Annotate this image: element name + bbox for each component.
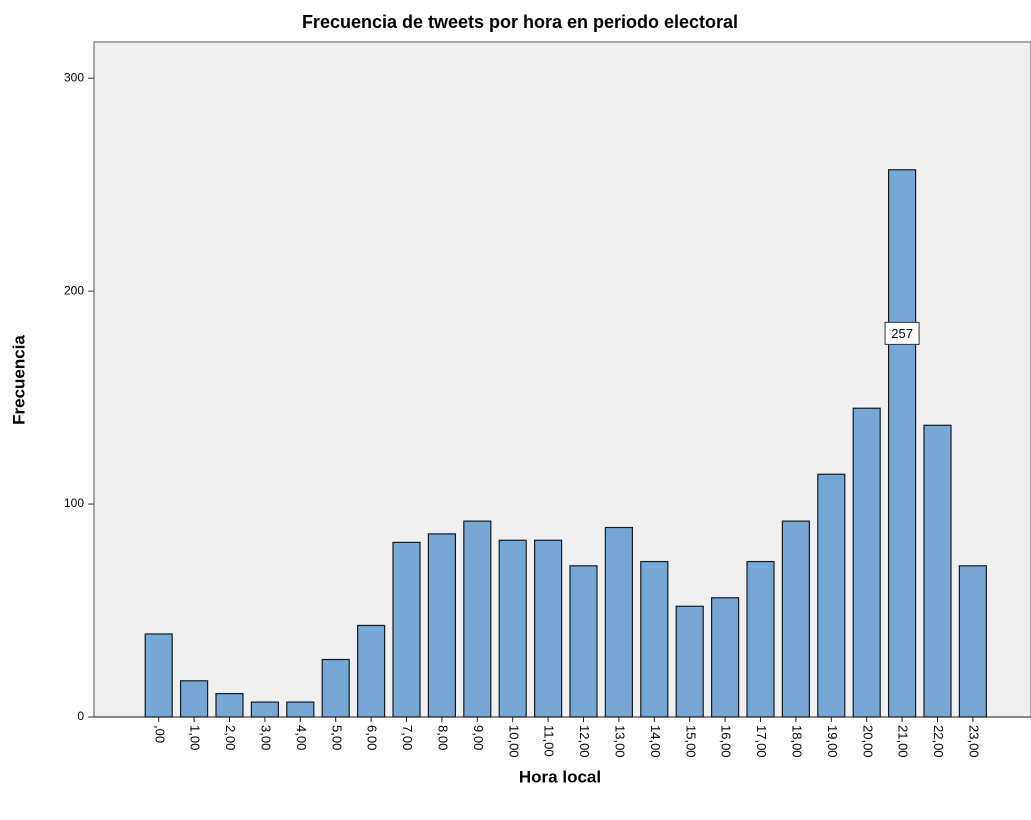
value-label-box [884,321,920,345]
x-tick-label: ,00 [152,725,167,743]
x-tick-label: 2,00 [223,725,238,750]
bar [887,169,917,718]
x-tick-label: 12,00 [577,725,592,758]
x-tick-label: 15,00 [683,725,698,758]
bar [746,560,775,718]
x-tick-label: 21,00 [896,725,911,758]
chart-title: Frecuencia de tweets por hora en periodo… [302,12,738,32]
x-tick-label: 23,00 [966,725,981,758]
bar [215,692,244,718]
x-tick-label: 8,00 [435,725,450,750]
bar [144,633,173,718]
x-tick-label: 16,00 [719,725,734,758]
y-axis-label: Frecuencia [9,335,28,425]
value-label: 257 [891,326,913,341]
x-axis-label: Hora local [519,767,601,786]
bar [710,597,740,718]
x-tick-label: 18,00 [789,725,804,758]
x-tick-label: 17,00 [754,725,769,758]
bar [817,473,846,718]
y-tick-label: 300 [64,70,84,84]
x-tick-label: 20,00 [860,725,875,758]
x-tick-label: 4,00 [294,725,309,750]
y-tick-label: 100 [64,496,84,510]
bar [781,520,811,718]
x-tick-label: 11,00 [542,725,557,757]
x-tick-label: 10,00 [506,725,521,758]
x-tick-label: 5,00 [329,725,344,750]
bar [250,701,279,718]
bar [675,605,704,718]
x-tick-label: 6,00 [365,725,380,750]
bar [958,565,988,718]
bar [286,701,315,718]
x-tick-label: 7,00 [400,725,415,750]
bar [923,424,952,718]
y-tick-label: 200 [64,283,84,297]
x-tick-label: 22,00 [931,725,946,758]
bar [640,560,669,718]
x-tick-label: 9,00 [471,725,486,750]
x-tick-label: 13,00 [612,725,627,758]
bar [321,658,350,718]
x-tick-label: 19,00 [825,725,840,758]
bar [604,526,634,718]
bar [569,565,598,718]
x-tick-label: 14,00 [648,725,663,758]
bar [852,407,881,718]
bar [533,539,563,718]
bar [427,533,456,718]
bar [463,520,492,718]
x-tick-label: 3,00 [258,725,273,750]
x-tick-label: 1,00 [188,725,203,750]
bar [357,624,386,718]
bar [392,541,421,718]
bar [180,680,209,718]
y-tick-label: 0 [77,709,84,723]
bar [498,539,527,718]
